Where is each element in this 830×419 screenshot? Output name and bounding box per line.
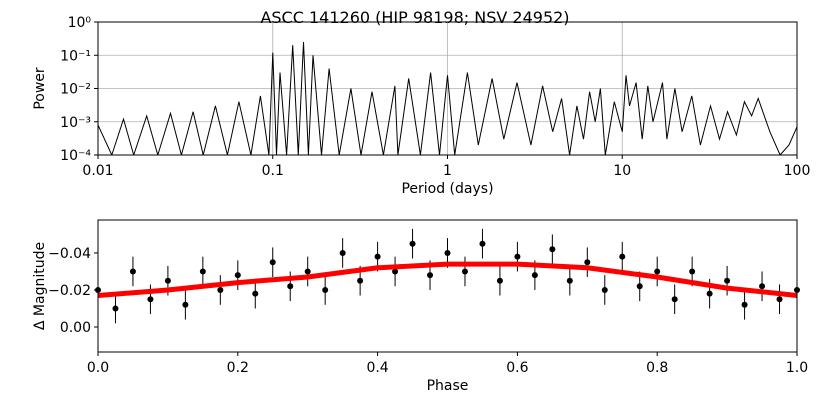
data-point: [427, 272, 434, 279]
series-line: [98, 261, 797, 298]
y-tick-label: −0.02: [48, 283, 91, 299]
data-point: [287, 283, 294, 290]
data-point: [164, 277, 171, 284]
data-point: [741, 301, 748, 308]
data-point: [304, 268, 311, 275]
data-point: [182, 301, 189, 308]
data-point: [549, 246, 556, 253]
data-point: [444, 249, 451, 256]
data-point: [671, 296, 678, 303]
series-line: [98, 41, 797, 155]
data-point: [199, 268, 206, 275]
data-point: [514, 253, 521, 260]
y-axis-label: Δ Magnitude: [32, 242, 48, 330]
data-point: [531, 272, 538, 279]
y-tick-label: 0.00: [60, 320, 91, 336]
x-tick-label: 1.0: [786, 360, 808, 376]
plot-frame: [97, 21, 798, 156]
x-tick-label: 0.4: [366, 360, 388, 376]
data-point: [217, 286, 224, 293]
data-point: [409, 240, 416, 247]
x-axis-label: Period (days): [401, 181, 493, 197]
y-tick-label: 10⁻³: [60, 115, 91, 131]
data-point: [269, 259, 276, 266]
y-tick-label: −0.04: [48, 246, 91, 262]
data-point: [112, 305, 119, 312]
data-point: [619, 253, 626, 260]
y-tick-label: 10⁰: [68, 15, 92, 31]
data-point: [322, 286, 329, 293]
data-point: [461, 268, 468, 275]
y-tick-label: 10⁻⁴: [60, 148, 91, 164]
data-point: [724, 277, 731, 284]
x-tick-label: 0.6: [506, 360, 528, 376]
data-point: [129, 268, 136, 275]
data-point: [252, 290, 259, 297]
data-point: [601, 286, 608, 293]
data-point: [374, 253, 381, 260]
data-point: [479, 240, 486, 247]
y-tick-label: 10⁻¹: [60, 48, 91, 64]
x-tick-label: 0.01: [82, 163, 113, 179]
plot-frame: [97, 219, 798, 353]
data-point: [706, 290, 713, 297]
data-point: [357, 277, 364, 284]
data-point: [566, 277, 573, 284]
y-axis-label: Power: [32, 67, 48, 110]
data-point: [776, 296, 783, 303]
x-tick-label: 100: [784, 163, 811, 179]
x-tick-label: 0.1: [262, 163, 284, 179]
x-tick-label: 0.2: [227, 360, 249, 376]
data-point: [654, 268, 661, 275]
data-point: [496, 277, 503, 284]
data-point: [234, 272, 241, 279]
data-point: [339, 249, 346, 256]
y-tick-label: 10⁻²: [60, 82, 91, 98]
data-point: [392, 268, 399, 275]
x-tick-label: 1: [443, 163, 452, 179]
x-axis-label: Phase: [427, 378, 469, 394]
data-point: [147, 296, 154, 303]
x-tick-label: 0.8: [646, 360, 668, 376]
data-point: [584, 259, 591, 266]
data-point: [689, 268, 696, 275]
chart-title: ASCC 141260 (HIP 98198; NSV 24952): [260, 8, 569, 27]
x-tick-label: 0.0: [87, 360, 109, 376]
data-point: [636, 283, 643, 290]
x-tick-label: 10: [613, 163, 631, 179]
data-point: [759, 283, 766, 290]
